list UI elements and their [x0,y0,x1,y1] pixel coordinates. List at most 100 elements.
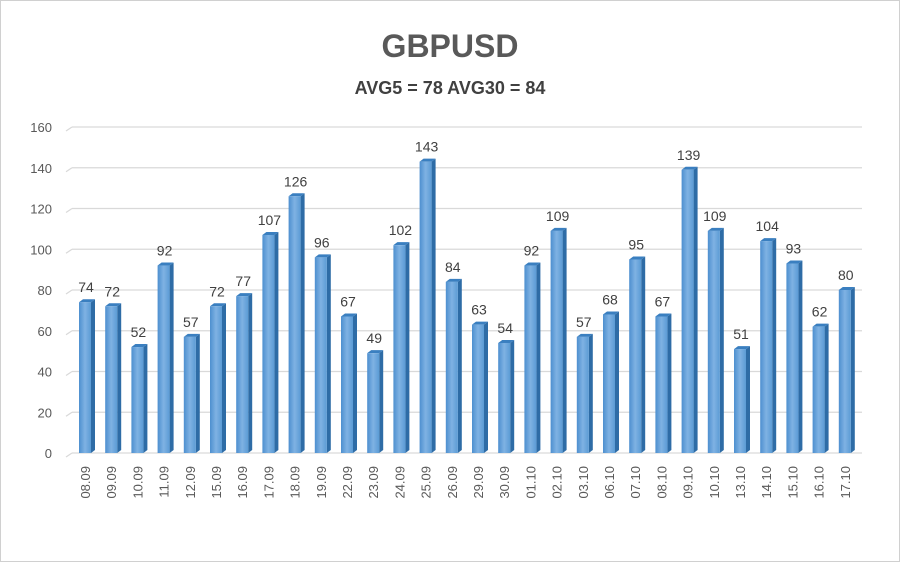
bar-top [838,287,855,290]
bar-side [379,350,384,453]
gridline-edge [65,289,73,295]
bar-top [157,262,174,266]
data-label: 68 [602,291,618,307]
bar [341,316,353,453]
chart-subtitle: AVG5 = 78 AVG30 = 84 [354,78,546,98]
bar-top [550,227,567,231]
data-label: 57 [576,314,592,330]
x-tick-label: 09.10 [681,466,696,499]
x-tick-label: 10.10 [707,466,722,499]
bar [603,314,615,453]
bar-top [655,313,672,317]
data-label: 80 [838,267,854,283]
bar-side [91,299,95,453]
bar [314,257,327,453]
gridline-edge [65,411,73,417]
bar-side [641,256,646,453]
data-label: 102 [389,222,413,238]
bar-side [484,321,488,453]
bar [498,342,511,453]
bar-top [812,323,829,327]
bar [524,265,537,453]
bar-top [603,311,619,315]
bar-side [536,262,541,453]
bar [707,230,720,453]
bar-side [798,260,803,453]
bar-top [498,339,515,343]
x-tick-label: 02.10 [550,466,565,499]
chart-title: GBPUSD [381,28,519,64]
x-tick-label: 24.09 [392,466,407,499]
bar [681,169,694,453]
x-tick-label: 18.09 [288,466,303,499]
bar [105,306,118,453]
y-tick-label: 140 [30,161,52,176]
bar-side [588,333,593,453]
data-label: 139 [677,147,701,163]
bar-side [850,287,855,453]
y-tick-label: 120 [30,202,52,217]
y-tick-label: 0 [45,446,52,461]
data-label: 54 [497,320,513,336]
data-label: 95 [628,236,644,252]
bar [445,281,458,453]
bar-top [707,227,724,231]
bar-side [719,227,724,453]
bar [629,259,642,453]
bar [131,347,144,453]
bar-side [562,227,567,453]
data-label: 67 [340,293,356,309]
bar-top [341,313,357,317]
bar-side [300,193,305,453]
bar-side [405,242,410,453]
bar [576,336,589,453]
data-label: 143 [415,139,439,155]
bar [367,353,380,453]
bar [79,302,91,453]
bar-top [393,242,410,246]
gridline-edge [65,126,73,132]
bar-side [693,166,698,453]
y-tick-label: 20 [38,405,52,420]
x-tick-label: 23.09 [366,466,381,499]
x-tick-label: 06.10 [602,466,617,499]
data-label: 74 [78,279,94,295]
bar [655,316,668,453]
y-tick-label: 40 [38,365,52,380]
bar-side [746,346,750,453]
data-label: 57 [183,314,199,330]
bar-side [274,231,279,453]
x-tick-label: 07.10 [628,466,643,499]
data-label: 109 [546,208,570,224]
bar-side [222,303,226,453]
x-tick-label: 10.09 [130,466,145,499]
x-tick-label: 01.10 [523,466,538,499]
data-label: 92 [157,243,173,259]
y-tick-label: 80 [38,283,52,298]
x-tick-label: 15.10 [785,466,800,499]
bar [472,324,484,453]
bar-top [576,333,593,337]
x-tick-label: 29.09 [471,466,486,499]
bar-side [431,158,436,453]
data-label: 72 [104,283,120,299]
data-label: 63 [471,302,487,318]
x-tick-label: 13.10 [733,466,748,499]
data-label: 104 [756,218,780,234]
bar [419,161,432,453]
bar-side [353,313,357,453]
bar-top [210,303,226,307]
gridline-edge [65,452,73,458]
bar-side [169,262,174,453]
bar-side [667,313,672,453]
bar-side [117,303,122,453]
bar-top [419,158,436,162]
bar-top [314,254,331,258]
bar-top [262,231,279,235]
x-tick-label: 11.09 [157,466,172,498]
bar [157,265,170,453]
data-label: 93 [786,241,802,257]
gridline-edge [65,248,73,254]
bar-top [131,344,148,348]
x-tick-label: 09.09 [104,466,119,499]
